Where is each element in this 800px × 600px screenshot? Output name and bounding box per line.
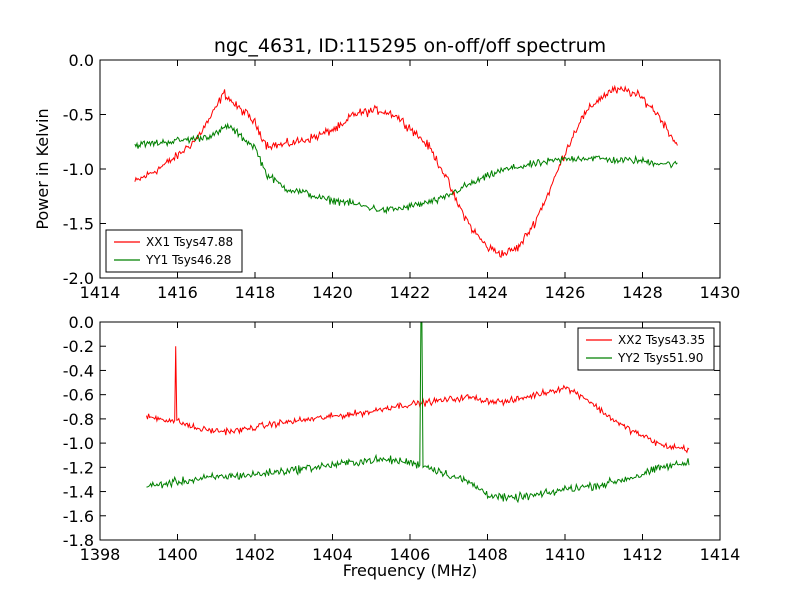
y-tick-label: -0.4 — [63, 361, 94, 380]
x-tick-label: 1406 — [390, 545, 431, 564]
bottom-panel: 1398 1400 1402 1404 1406 1408 1410 1412 1414 -1.… — [63, 313, 741, 580]
series-line-2-2 — [146, 321, 690, 504]
y-tick-label: -1.0 — [63, 160, 94, 179]
x-tick-label: 1414 — [80, 283, 121, 302]
y-tick-label: -0.8 — [63, 410, 94, 429]
legend-box — [577, 327, 715, 371]
top-panel: 1414 1416 1418 1420 1422 1424 1426 1428 1430 -2.… — [33, 51, 740, 302]
y-tick-label: -0.5 — [63, 106, 94, 125]
x-tick-label: 1426 — [545, 283, 586, 302]
x-tick-label: 1402 — [235, 545, 276, 564]
x-tick-label: 1398 — [80, 545, 121, 564]
x-axis-label: Frequency (MHz) — [343, 561, 477, 580]
legend-box — [105, 229, 243, 273]
y-tick-label: 0.0 — [69, 51, 94, 70]
y-tick-label: -0.6 — [63, 386, 94, 405]
x-tick-label: 1420 — [312, 283, 353, 302]
bottom-x-ticks: 1398 1400 1402 1404 1406 1408 1410 1412 1414 — [80, 322, 741, 564]
chart-title: ngc_4631, ID:115295 on-off/off spectrum — [214, 35, 606, 57]
top-panel-lines — [134, 84, 678, 258]
top-y-ticks: -2.0 -1.5 -1.0 -0.5 0.0 — [63, 51, 720, 288]
x-tick-label: 1408 — [467, 545, 508, 564]
y-tick-label: -0.2 — [63, 337, 94, 356]
x-tick-label: 1414 — [700, 545, 741, 564]
series-line-1-2 — [134, 122, 678, 215]
bottom-panel-lines — [146, 321, 690, 504]
legend-label: YY1 Tsys46.28 — [145, 253, 231, 267]
y-tick-label: -1.4 — [63, 483, 94, 502]
x-tick-label: 1412 — [622, 545, 663, 564]
x-tick-label: 1428 — [622, 283, 663, 302]
x-tick-label: 1424 — [467, 283, 508, 302]
series-line-1-1 — [134, 84, 678, 258]
y-tick-label: -1.5 — [63, 215, 94, 234]
y-tick-label: 0.0 — [69, 313, 94, 332]
x-tick-label: 1404 — [312, 545, 353, 564]
y-tick-label: -2.0 — [63, 269, 94, 288]
y-tick-label: -1.6 — [63, 507, 94, 526]
x-tick-label: 1416 — [157, 283, 198, 302]
bottom-legend: XX2 Tsys43.35 YY2 Tsys51.90 — [577, 327, 715, 371]
top-x-ticks: 1414 1416 1418 1420 1422 1424 1426 1428 1430 — [80, 60, 741, 302]
x-tick-label: 1410 — [545, 545, 586, 564]
x-tick-label: 1430 — [700, 283, 741, 302]
legend-label: XX2 Tsys43.35 — [618, 333, 705, 347]
y-tick-label: -1.8 — [63, 531, 94, 550]
top-y-axis-label: Power in Kelvin — [33, 108, 52, 229]
legend-label: XX1 Tsys47.88 — [146, 235, 233, 249]
x-tick-label: 1422 — [390, 283, 431, 302]
y-tick-label: -1.2 — [63, 458, 94, 477]
x-tick-label: 1418 — [235, 283, 276, 302]
y-tick-label: -1.0 — [63, 434, 94, 453]
top-legend: XX1 Tsys47.88 YY1 Tsys46.28 — [105, 229, 243, 273]
bottom-y-ticks: -1.8 -1.6 -1.4 -1.2 -1.0 -0.8 -0.6 -0.4 -0.2 0.0 — [63, 313, 720, 550]
series-line-2-1 — [146, 346, 690, 454]
legend-label: YY2 Tsys51.90 — [617, 351, 703, 365]
x-tick-label: 1400 — [157, 545, 198, 564]
